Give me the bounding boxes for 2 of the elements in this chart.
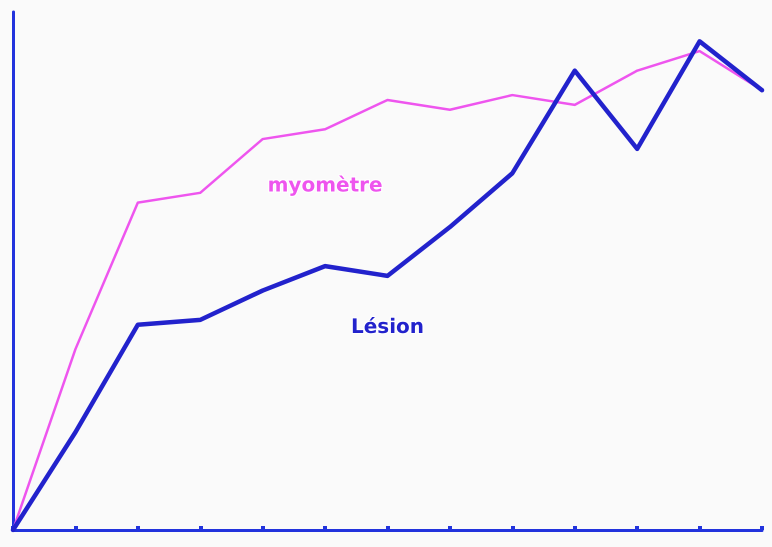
series-label: myomètre xyxy=(268,172,383,196)
text: Lésion xyxy=(350,314,424,338)
